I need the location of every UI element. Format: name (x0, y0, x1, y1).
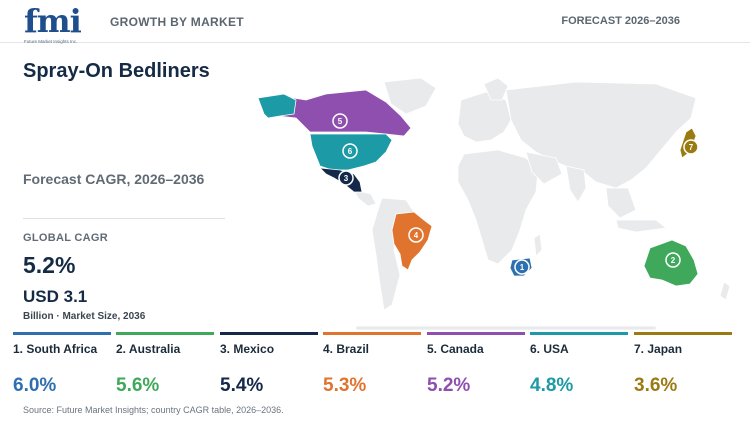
country-card-usa[interactable]: 6. USA 4.8% (530, 332, 628, 400)
country-card-mexico[interactable]: 3. Mexico 5.4% (220, 332, 318, 400)
svg-text:1: 1 (520, 263, 525, 272)
southeast-asia-shape (605, 187, 637, 219)
country-cards: 1. South Africa 6.0% 2. Australia 5.6% 3… (0, 332, 750, 402)
canada-shape (261, 89, 412, 137)
country-name: 1. South Africa (13, 342, 98, 356)
card-accent-bar (116, 332, 214, 335)
country-name: 6. USA (530, 342, 569, 356)
global-cagr-value: 5.2% (23, 252, 76, 278)
country-card-australia[interactable]: 2. Australia 5.6% (116, 332, 214, 400)
card-accent-bar (427, 332, 525, 335)
marker-7: 7 (683, 139, 699, 155)
svg-text:6: 6 (348, 147, 353, 156)
indonesia-shape (615, 219, 667, 233)
svg-text:7: 7 (689, 143, 694, 152)
country-name: 5. Canada (427, 342, 484, 356)
india-shape (565, 165, 587, 203)
divider (23, 218, 225, 219)
marker-2: 2 (665, 252, 681, 268)
country-cagr: 5.3% (323, 375, 367, 396)
marker-6: 6 (342, 143, 358, 159)
central-america-shape (353, 189, 377, 207)
greenland-shape (383, 77, 437, 115)
card-accent-bar (323, 332, 421, 335)
svg-text:5: 5 (338, 117, 343, 126)
middle-east-shape (525, 151, 563, 185)
world-map: 5 6 3 4 1 2 7 (257, 77, 731, 330)
cagr-label: Forecast CAGR, 2026–2036 (23, 171, 205, 187)
new-zealand-shape (719, 281, 731, 301)
alaska-shape (257, 93, 297, 119)
section-title: GROWTH BY MARKET (110, 15, 244, 29)
source-note: Source: Future Market Insights; country … (23, 405, 284, 415)
card-accent-bar (13, 332, 111, 335)
antarctica-shape (355, 325, 657, 330)
country-card-japan[interactable]: 7. Japan 3.6% (634, 332, 732, 400)
card-accent-bar (220, 332, 318, 335)
asia-shape (505, 81, 697, 189)
country-name: 2. Australia (116, 342, 181, 356)
africa-shape (457, 149, 539, 265)
country-cagr: 6.0% (13, 375, 57, 396)
header-bar: fmi Future Market Insights Inc. GROWTH B… (0, 0, 750, 46)
marker-1: 1 (514, 259, 530, 275)
svg-text:2: 2 (671, 256, 676, 265)
marker-3: 3 (338, 170, 354, 186)
madagascar-shape (533, 233, 543, 257)
svg-text:4: 4 (414, 231, 419, 240)
country-cagr: 5.4% (220, 375, 264, 396)
card-accent-bar (530, 332, 628, 335)
fmi-logo[interactable]: fmi Future Market Insights Inc. (24, 2, 90, 46)
country-name: 7. Japan (634, 342, 683, 356)
market-size-value: USD 3.1 (23, 287, 88, 306)
svg-text:3: 3 (344, 174, 349, 183)
country-cagr: 4.8% (530, 375, 574, 396)
scandinavia-shape (483, 77, 509, 101)
country-card-canada[interactable]: 5. Canada 5.2% (427, 332, 525, 400)
forecast-period: FORECAST 2026–2036 (561, 15, 680, 27)
marker-4: 4 (408, 227, 424, 243)
country-cagr: 5.2% (427, 375, 471, 396)
page-title: Spray-On Bedliners (23, 60, 210, 82)
country-cagr: 5.6% (116, 375, 160, 396)
logo-subtitle: Future Market Insights Inc. (24, 39, 78, 44)
country-name: 4. Brazil (323, 342, 370, 356)
europe-shape (457, 91, 512, 143)
card-accent-bar (634, 332, 732, 335)
global-cagr-label: GLOBAL CAGR (23, 232, 108, 244)
market-size-note: Billion · Market Size, 2036 (23, 311, 146, 322)
country-card-south-africa[interactable]: 1. South Africa 6.0% (13, 332, 111, 400)
country-cagr: 3.6% (634, 375, 678, 396)
country-card-brazil[interactable]: 4. Brazil 5.3% (323, 332, 421, 400)
logo-text: fmi (24, 2, 82, 40)
marker-5: 5 (332, 113, 348, 129)
country-name: 3. Mexico (220, 342, 275, 356)
